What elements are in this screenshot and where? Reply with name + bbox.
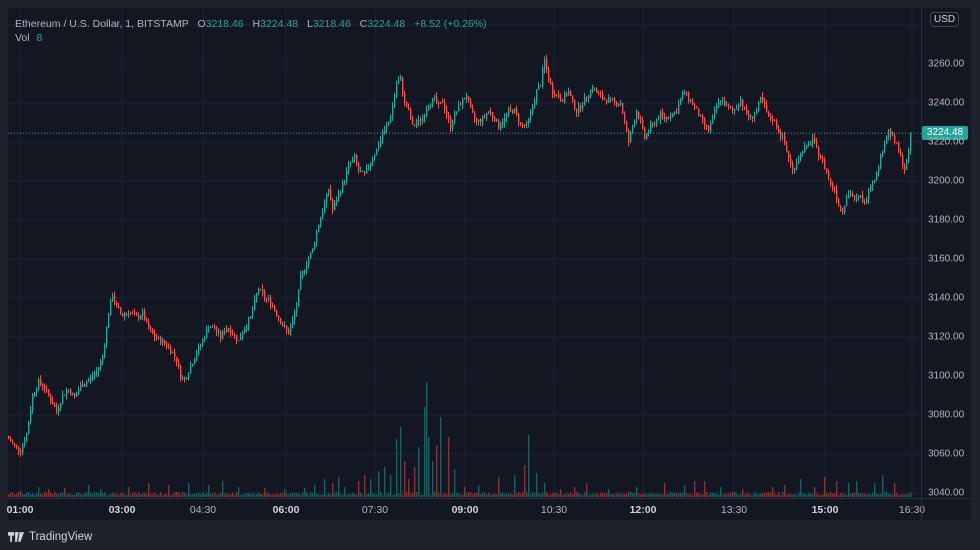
price-tick-label: 3200.00 bbox=[928, 175, 965, 187]
price-tick-label: 3160.00 bbox=[928, 253, 965, 265]
price-tick-label: 3260.00 bbox=[928, 58, 965, 70]
symbol-title[interactable]: Ethereum / U.S. Dollar, 1, BITSTAMP bbox=[15, 18, 189, 30]
last-price-label: 3224.48 bbox=[922, 126, 968, 141]
price-tick-label: 3140.00 bbox=[928, 292, 965, 304]
open-label: O bbox=[197, 18, 206, 30]
time-tick-label: 04:30 bbox=[189, 504, 217, 516]
time-axis[interactable]: 01:00 03:00 04:30 06:00 07:30 09:00 10:30 12:00… bbox=[6, 498, 971, 521]
volume-label[interactable]: Vol bbox=[15, 32, 30, 44]
price-tick-label: 3180.00 bbox=[928, 214, 965, 226]
symbol-legend: Ethereum / U.S. Dollar, 1, BITSTAMP O321… bbox=[15, 17, 487, 45]
change-value: +8.52 (+0.26%) bbox=[414, 18, 487, 30]
time-tick-label: 09:00 bbox=[451, 504, 479, 516]
volume-row: Vol 8 bbox=[15, 31, 487, 45]
footer-brand[interactable]: TradingView bbox=[8, 528, 92, 546]
close-value: 3224.48 bbox=[367, 18, 406, 30]
brand-name: TradingView bbox=[29, 531, 93, 543]
price-tick-label: 3040.00 bbox=[928, 487, 965, 499]
low-label: L bbox=[306, 18, 313, 30]
price-tick-label: 3080.00 bbox=[928, 409, 965, 421]
open-value: 3218.46 bbox=[205, 18, 244, 30]
time-tick-label: 07:30 bbox=[361, 504, 389, 516]
tradingview-logo-icon bbox=[8, 532, 24, 542]
price-tick-label: 3240.00 bbox=[928, 97, 965, 109]
time-tick-label: 15:00 bbox=[811, 504, 839, 516]
time-tick-label: 13:30 bbox=[720, 504, 748, 516]
low-value: 3218.46 bbox=[312, 18, 351, 30]
price-chart-pane[interactable]: Ethereum / U.S. Dollar, 1, BITSTAMP O321… bbox=[8, 8, 921, 498]
price-tick-label: 3100.00 bbox=[928, 370, 965, 382]
price-axis[interactable]: USD 3224.48 3040.00 3060.00 3080.00 3100.00… bbox=[921, 8, 972, 499]
price-tick-label: 3120.00 bbox=[928, 331, 965, 343]
time-tick-label: 03:00 bbox=[108, 504, 136, 516]
time-tick-label: 01:00 bbox=[6, 504, 34, 516]
volume-value: 8 bbox=[36, 32, 43, 44]
axis-corner bbox=[921, 498, 972, 520]
close-label: C bbox=[359, 18, 368, 30]
candlestick-chart[interactable] bbox=[8, 8, 921, 498]
high-label: H bbox=[252, 18, 261, 30]
time-tick-label: 16:30 bbox=[898, 504, 926, 516]
high-value: 3224.48 bbox=[260, 18, 299, 30]
currency-badge[interactable]: USD bbox=[930, 12, 960, 27]
time-tick-label: 10:30 bbox=[540, 504, 568, 516]
price-tick-label: 3060.00 bbox=[928, 448, 965, 460]
price-tick-label: 3220.00 bbox=[928, 136, 965, 148]
chart-container[interactable]: Ethereum / U.S. Dollar, 1, BITSTAMP O321… bbox=[6, 8, 972, 521]
ohlc-row: Ethereum / U.S. Dollar, 1, BITSTAMP O321… bbox=[15, 17, 487, 31]
time-tick-label: 12:00 bbox=[629, 504, 657, 516]
time-tick-label: 06:00 bbox=[272, 504, 300, 516]
